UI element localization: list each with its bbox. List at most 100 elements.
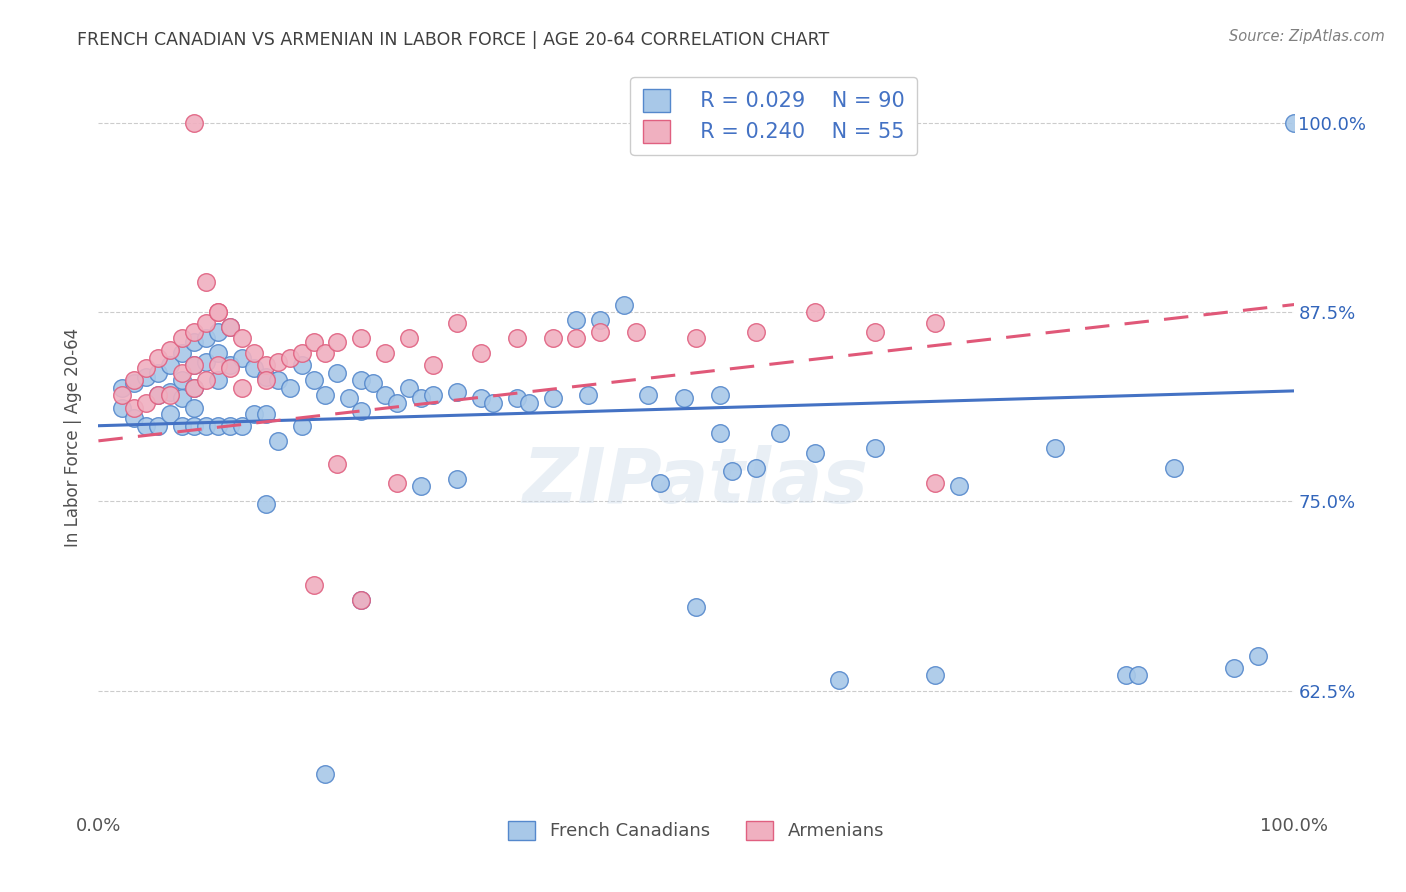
Point xyxy=(422,388,444,402)
Point xyxy=(565,312,588,326)
Point xyxy=(207,358,229,372)
Point xyxy=(302,335,325,350)
Point xyxy=(124,411,146,425)
Point xyxy=(124,401,146,415)
Point xyxy=(398,331,420,345)
Point xyxy=(924,316,946,330)
Point xyxy=(315,388,337,402)
Point xyxy=(159,343,181,357)
Point xyxy=(111,381,134,395)
Point xyxy=(219,358,242,372)
Point xyxy=(148,351,170,365)
Point xyxy=(350,592,373,607)
Point xyxy=(709,426,731,441)
Point xyxy=(135,370,157,384)
Point xyxy=(541,392,564,406)
Point xyxy=(481,396,505,410)
Point xyxy=(219,320,242,334)
Point xyxy=(183,381,205,395)
Legend: French Canadians, Armenians: French Canadians, Armenians xyxy=(501,814,891,847)
Point xyxy=(385,476,409,491)
Text: ZIPatlas: ZIPatlas xyxy=(523,445,869,519)
Point xyxy=(291,418,314,433)
Point xyxy=(291,346,314,360)
Point xyxy=(172,331,194,345)
Point xyxy=(804,305,827,319)
Point xyxy=(219,361,242,376)
Point xyxy=(768,426,790,441)
Point xyxy=(231,418,253,433)
Point xyxy=(685,331,707,345)
Point xyxy=(159,407,181,421)
Point xyxy=(385,396,409,410)
Point xyxy=(446,385,468,400)
Point xyxy=(745,325,768,339)
Point xyxy=(326,366,349,380)
Point xyxy=(207,305,229,319)
Point xyxy=(183,116,205,130)
Point xyxy=(626,325,648,339)
Point xyxy=(278,381,301,395)
Point xyxy=(541,331,564,345)
Point xyxy=(219,320,242,334)
Point xyxy=(207,418,229,433)
Point xyxy=(159,358,181,372)
Point xyxy=(254,498,277,512)
Point xyxy=(1247,648,1270,663)
Point xyxy=(828,673,851,687)
Point xyxy=(673,392,696,406)
Point xyxy=(254,407,277,421)
Point xyxy=(172,373,194,387)
Point xyxy=(948,479,970,493)
Point xyxy=(195,355,218,369)
Point xyxy=(207,305,229,319)
Point xyxy=(302,577,325,591)
Point xyxy=(589,325,612,339)
Point xyxy=(411,392,433,406)
Point xyxy=(195,316,218,330)
Point xyxy=(159,385,181,400)
Point xyxy=(267,355,290,369)
Point xyxy=(506,331,529,345)
Text: FRENCH CANADIAN VS ARMENIAN IN LABOR FORCE | AGE 20-64 CORRELATION CHART: FRENCH CANADIAN VS ARMENIAN IN LABOR FOR… xyxy=(77,31,830,49)
Point xyxy=(326,457,349,471)
Point xyxy=(183,381,205,395)
Point xyxy=(924,668,946,682)
Point xyxy=(291,358,314,372)
Point xyxy=(422,358,444,372)
Point xyxy=(254,373,277,387)
Point xyxy=(1282,116,1305,130)
Point xyxy=(350,403,373,417)
Point xyxy=(183,401,205,415)
Point xyxy=(589,312,612,326)
Point xyxy=(648,476,672,491)
Point xyxy=(411,479,433,493)
Point xyxy=(804,446,827,460)
Point xyxy=(111,401,134,415)
Point xyxy=(565,331,588,345)
Point xyxy=(195,331,218,345)
Point xyxy=(172,418,194,433)
Point xyxy=(326,335,349,350)
Point xyxy=(302,373,325,387)
Point xyxy=(254,370,277,384)
Point xyxy=(172,366,194,380)
Point xyxy=(613,298,636,312)
Point xyxy=(1128,668,1150,682)
Point xyxy=(339,392,361,406)
Point xyxy=(111,388,134,402)
Point xyxy=(148,366,170,380)
Point xyxy=(195,275,218,289)
Point xyxy=(865,325,887,339)
Point xyxy=(135,396,157,410)
Point xyxy=(243,346,266,360)
Point xyxy=(517,396,540,410)
Point xyxy=(219,418,242,433)
Point xyxy=(446,316,468,330)
Point xyxy=(183,335,205,350)
Point xyxy=(315,767,337,781)
Point xyxy=(721,464,744,478)
Point xyxy=(135,361,157,376)
Point xyxy=(207,325,229,339)
Point xyxy=(183,358,205,372)
